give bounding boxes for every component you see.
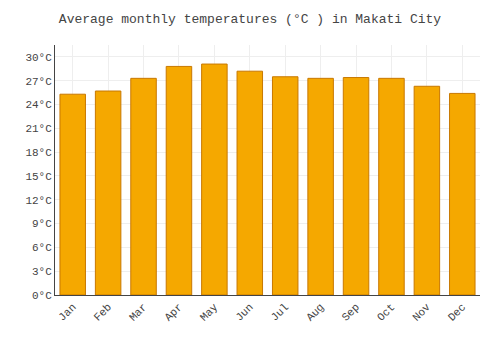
svg-text:15°C: 15°C [25, 171, 52, 183]
svg-text:Mar: Mar [127, 301, 149, 323]
svg-text:21°C: 21°C [25, 123, 52, 135]
svg-text:Aug: Aug [304, 301, 326, 323]
svg-text:12°C: 12°C [25, 195, 52, 207]
svg-text:Dec: Dec [446, 301, 468, 323]
svg-text:Average monthly temperatures (: Average monthly temperatures (°C ) in Ma… [59, 12, 441, 27]
svg-text:Feb: Feb [92, 301, 114, 323]
svg-text:Jan: Jan [56, 301, 78, 323]
svg-text:0°C: 0°C [32, 290, 52, 302]
svg-text:Oct: Oct [375, 301, 397, 323]
svg-text:24°C: 24°C [25, 99, 52, 111]
svg-text:30°C: 30°C [25, 52, 52, 64]
svg-text:Apr: Apr [162, 301, 184, 323]
svg-text:6°C: 6°C [32, 242, 52, 254]
svg-text:May: May [198, 301, 221, 324]
svg-text:Nov: Nov [410, 301, 433, 324]
svg-text:9°C: 9°C [32, 218, 52, 230]
svg-text:Sep: Sep [340, 301, 362, 323]
svg-text:Jul: Jul [269, 301, 291, 323]
svg-text:18°C: 18°C [25, 147, 52, 159]
svg-text:3°C: 3°C [32, 266, 52, 278]
svg-text:Jun: Jun [233, 301, 255, 323]
svg-text:27°C: 27°C [25, 76, 52, 88]
